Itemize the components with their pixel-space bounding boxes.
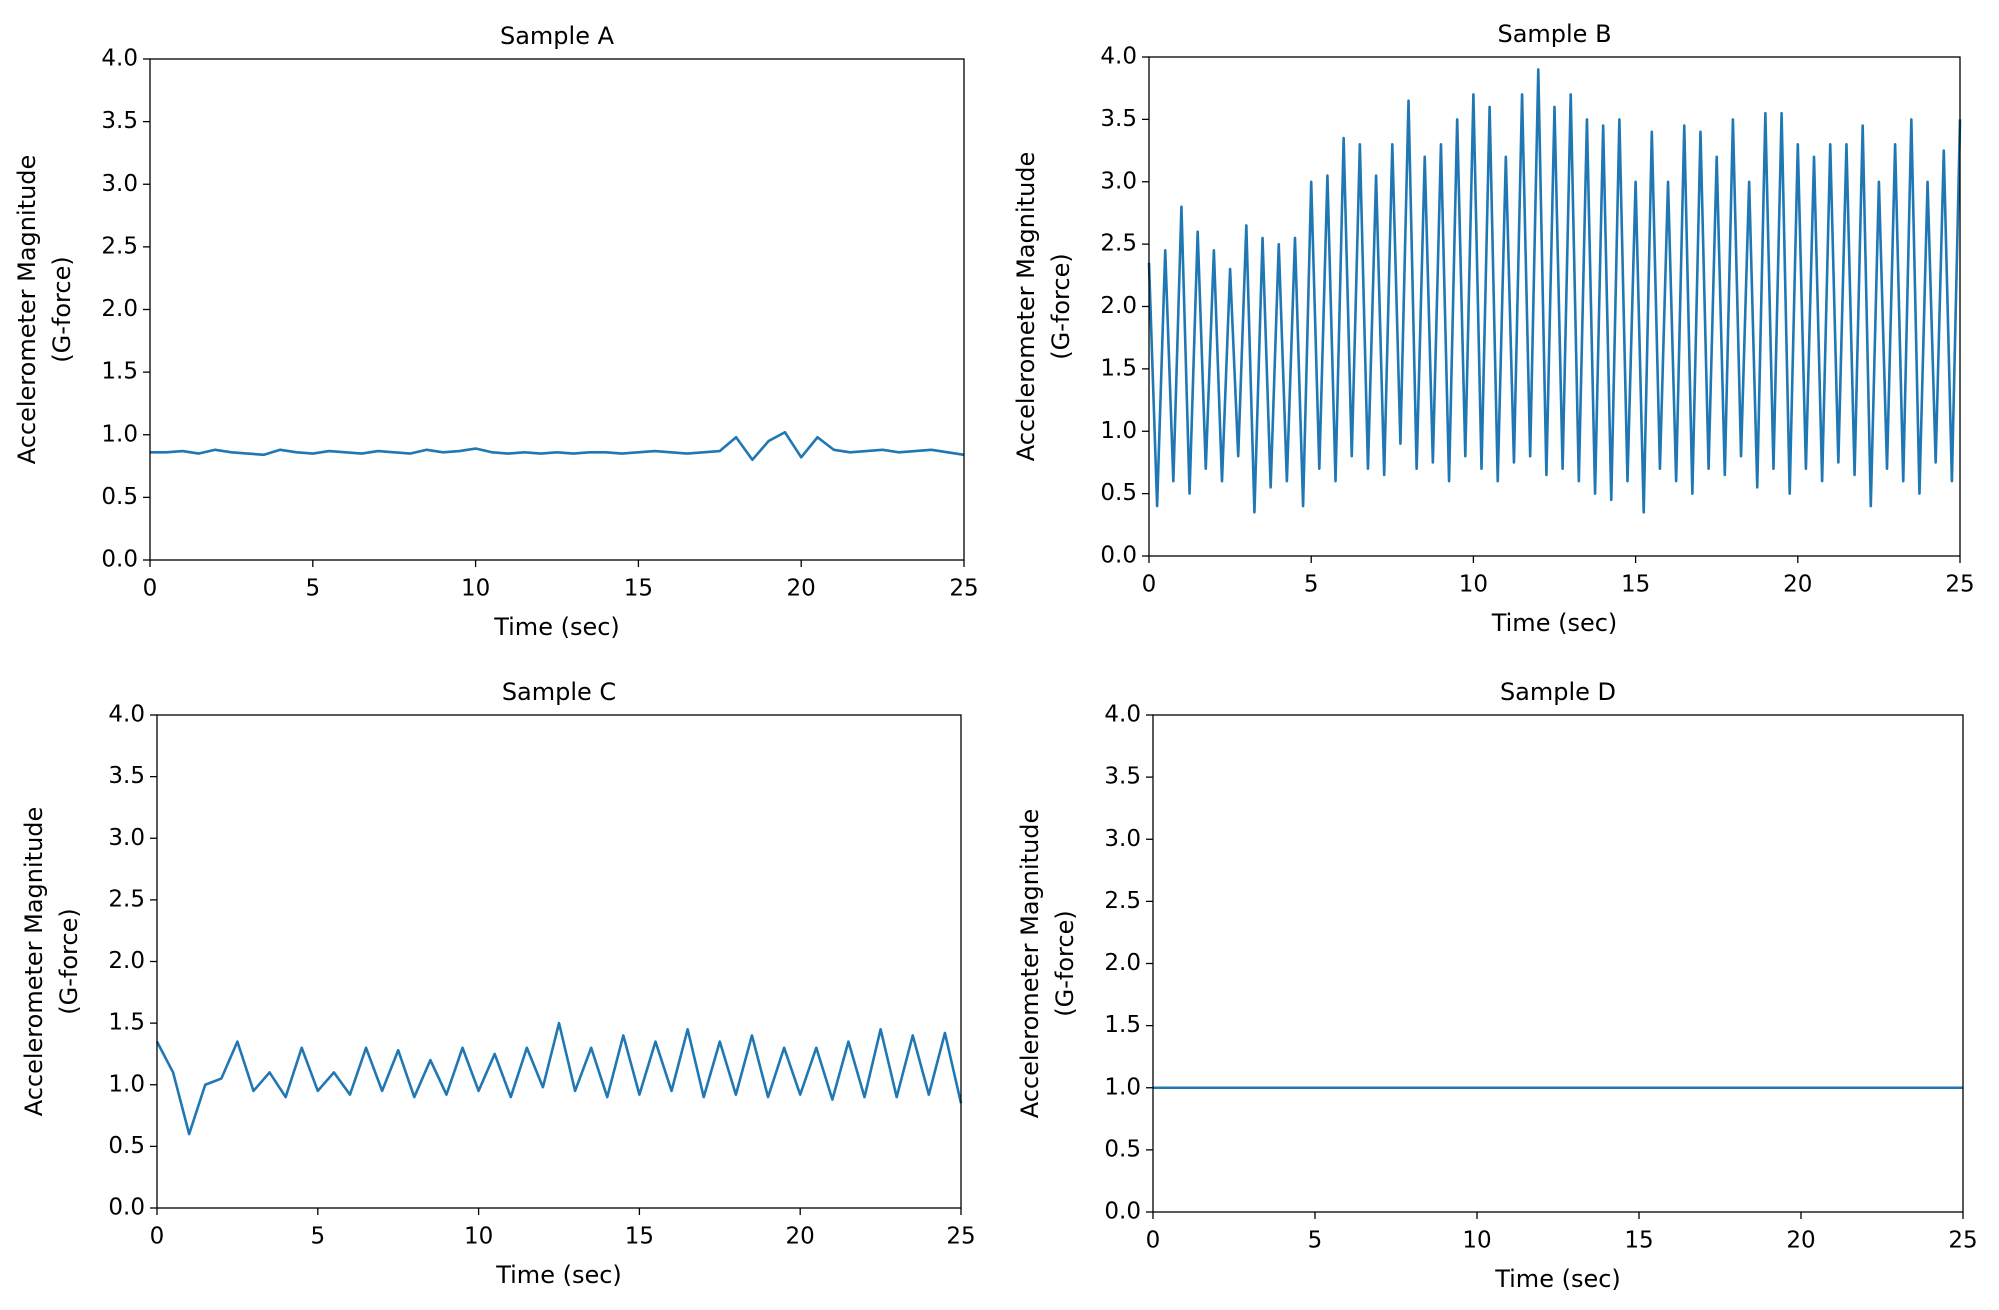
y-tick-label: 1.0 xyxy=(101,421,138,447)
x-tick-label: 0 xyxy=(143,576,158,602)
x-tick-label: 25 xyxy=(946,1224,975,1250)
y-tick-label: 3.5 xyxy=(1104,764,1141,790)
y-tick-label: 4.0 xyxy=(101,46,138,72)
y-tick-label: 2.0 xyxy=(1104,950,1141,976)
x-tick-label: 10 xyxy=(1462,1228,1491,1254)
y-tick-label: 0.0 xyxy=(108,1195,145,1221)
x-tick-label: 10 xyxy=(464,1224,493,1250)
x-tick-label: 20 xyxy=(786,1224,815,1250)
y-tick-label: 2.0 xyxy=(108,948,145,974)
x-tick-label: 20 xyxy=(787,576,816,602)
y-tick-label: 3.5 xyxy=(1100,106,1137,132)
y-tick-label: 3.0 xyxy=(1100,168,1137,194)
y-axis-label: (G-force) xyxy=(1047,253,1075,359)
y-tick-label: 1.5 xyxy=(101,359,138,385)
y-tick-label: 3.0 xyxy=(1104,826,1141,852)
x-tick-label: 0 xyxy=(1146,1228,1161,1254)
data-line xyxy=(150,430,965,462)
y-axis-label: Accelerometer Magnitude xyxy=(13,155,41,465)
chart-title: Sample C xyxy=(502,678,616,706)
y-axis-label: Accelerometer Magnitude xyxy=(20,807,48,1117)
x-axis-label: Time (sec) xyxy=(493,613,620,641)
y-tick-label: 4.0 xyxy=(1100,44,1137,70)
y-tick-label: 0.5 xyxy=(108,1133,145,1159)
y-tick-label: 1.5 xyxy=(1104,1012,1141,1038)
x-tick-label: 5 xyxy=(305,576,320,602)
x-tick-label: 20 xyxy=(1786,1228,1815,1254)
y-tick-label: 3.0 xyxy=(108,825,145,851)
x-axis-label: Time (sec) xyxy=(495,1261,622,1289)
y-tick-label: 2.5 xyxy=(108,886,145,912)
y-tick-label: 2.0 xyxy=(101,296,138,322)
y-axis-label: (G-force) xyxy=(48,256,76,362)
y-tick-label: 2.5 xyxy=(1100,231,1137,257)
x-tick-label: 0 xyxy=(150,1224,165,1250)
y-tick-label: 4.0 xyxy=(108,702,145,728)
y-tick-label: 3.5 xyxy=(108,763,145,789)
y-axis-label: Accelerometer Magnitude xyxy=(1012,152,1040,462)
x-tick-label: 25 xyxy=(1945,572,1974,598)
y-tick-label: 3.5 xyxy=(101,108,138,134)
y-tick-label: 2.0 xyxy=(1100,293,1137,319)
y-axis-label: (G-force) xyxy=(55,908,83,1014)
y-tick-label: 1.5 xyxy=(108,1010,145,1036)
y-tick-label: 0.0 xyxy=(1100,543,1137,569)
chart-title: Sample A xyxy=(500,22,615,50)
y-tick-label: 0.0 xyxy=(101,547,138,573)
y-tick-label: 1.0 xyxy=(1100,418,1137,444)
x-tick-label: 15 xyxy=(625,1224,654,1250)
y-tick-label: 2.5 xyxy=(1104,888,1141,914)
x-tick-label: 25 xyxy=(949,576,978,602)
x-tick-label: 25 xyxy=(1948,1228,1977,1254)
y-tick-label: 1.0 xyxy=(108,1071,145,1097)
y-tick-label: 1.0 xyxy=(1104,1074,1141,1100)
x-tick-label: 5 xyxy=(1308,1228,1323,1254)
x-tick-label: 15 xyxy=(624,576,653,602)
x-axis-label: Time (sec) xyxy=(1494,1265,1621,1293)
y-tick-label: 0.5 xyxy=(1104,1136,1141,1162)
chart-title: Sample D xyxy=(1500,678,1616,706)
y-tick-label: 4.0 xyxy=(1104,702,1141,728)
data-line xyxy=(1147,68,1962,514)
y-tick-label: 0.0 xyxy=(1104,1199,1141,1225)
x-tick-label: 15 xyxy=(1624,1228,1653,1254)
x-tick-label: 0 xyxy=(1142,572,1157,598)
x-tick-label: 10 xyxy=(1459,572,1488,598)
x-tick-label: 5 xyxy=(1304,572,1319,598)
y-tick-label: 1.5 xyxy=(1100,355,1137,381)
y-tick-label: 0.5 xyxy=(101,484,138,510)
y-axis-label: (G-force) xyxy=(1051,910,1079,1016)
chart-title: Sample B xyxy=(1497,20,1611,48)
y-tick-label: 0.5 xyxy=(1100,480,1137,506)
y-tick-label: 3.0 xyxy=(101,171,138,197)
x-tick-label: 10 xyxy=(461,576,490,602)
y-tick-label: 2.5 xyxy=(101,233,138,259)
x-tick-label: 15 xyxy=(1621,572,1650,598)
y-axis-label: Accelerometer Magnitude xyxy=(1016,809,1044,1119)
data-line xyxy=(155,1021,963,1136)
x-axis-label: Time (sec) xyxy=(1491,609,1618,637)
x-tick-label: 20 xyxy=(1783,572,1812,598)
x-tick-label: 5 xyxy=(310,1224,325,1250)
